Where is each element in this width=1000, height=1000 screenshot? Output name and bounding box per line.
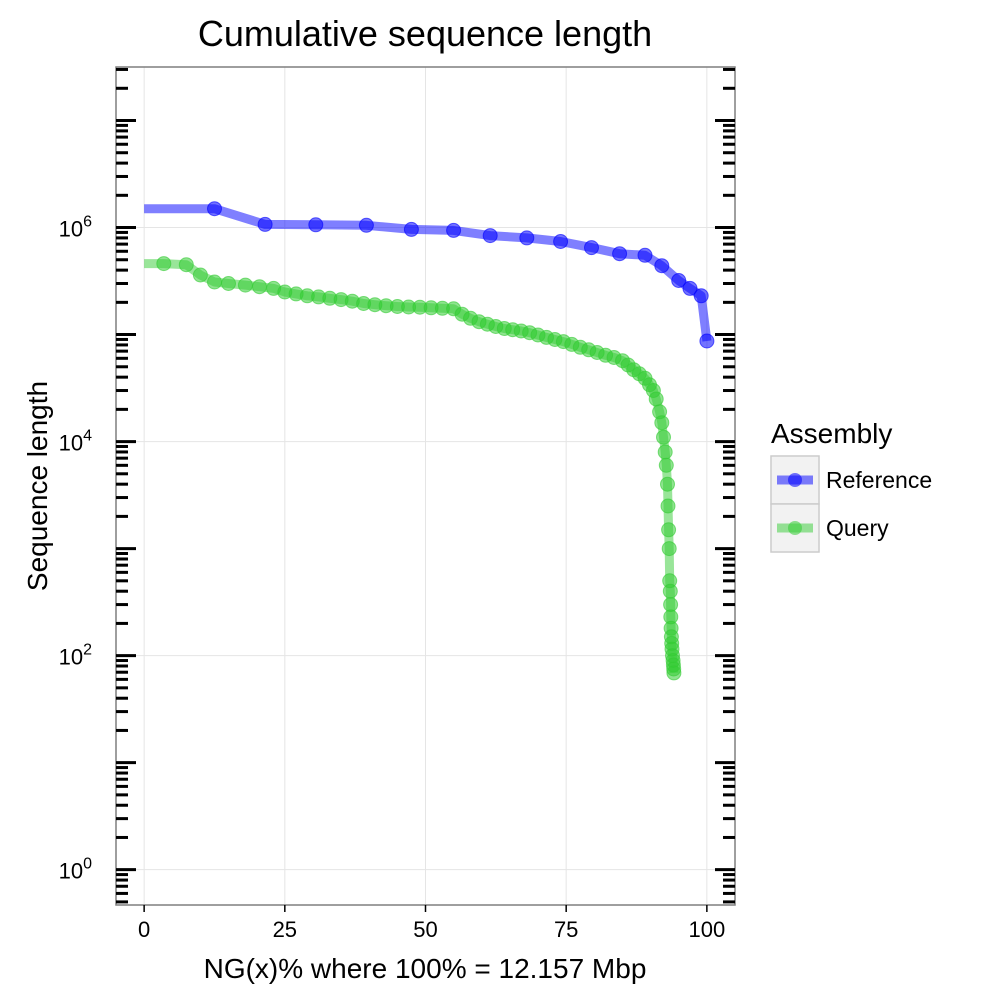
x-tick-label: 0 <box>138 917 150 942</box>
data-point-query <box>156 256 172 272</box>
legend-key-point <box>788 473 802 487</box>
data-point-reference <box>682 280 698 296</box>
data-point-reference <box>654 258 670 274</box>
data-point-reference <box>553 234 569 249</box>
data-point-query <box>658 457 674 473</box>
data-point-query <box>654 415 670 431</box>
data-point-query <box>237 277 253 293</box>
legend-label: Query <box>826 515 889 541</box>
x-tick-label: 75 <box>554 917 578 942</box>
legend-label: Reference <box>826 467 932 493</box>
data-point-reference <box>671 273 687 288</box>
x-axis-title: NG(x)% where 100% = 12.157 Mbp <box>204 953 647 984</box>
data-point-query <box>252 279 267 295</box>
y-axis-title: Sequence length <box>22 381 53 591</box>
data-point-reference <box>403 221 419 237</box>
data-point-query <box>221 276 236 291</box>
data-point-reference <box>519 230 535 246</box>
data-point-reference <box>207 201 222 217</box>
data-point-query <box>657 444 673 460</box>
data-point-reference <box>482 228 498 244</box>
data-point-reference <box>637 247 653 263</box>
y-tick-label: 106 <box>59 214 92 242</box>
legend: Assembly Reference Query <box>770 418 932 553</box>
y-tick-label: 104 <box>59 428 92 456</box>
data-point-reference <box>612 246 628 262</box>
legend-key-point <box>788 521 802 535</box>
x-tick-label: 100 <box>689 917 726 942</box>
data-point-query <box>192 267 208 283</box>
data-point-query <box>660 498 676 514</box>
series-layer <box>144 201 715 681</box>
data-point-query <box>662 583 678 599</box>
axes: 0 25 50 75 100 100 102 104 106 <box>59 67 735 942</box>
data-point-query <box>666 665 682 681</box>
data-point-query <box>648 391 664 407</box>
series-line-query <box>144 259 679 674</box>
data-point-reference <box>358 217 374 233</box>
data-point-reference <box>699 333 715 349</box>
data-point-reference <box>693 288 709 304</box>
chart-title: Cumulative sequence length <box>198 13 652 54</box>
data-point-reference <box>257 216 273 232</box>
y-tick-label: 102 <box>59 642 92 670</box>
data-point-query <box>656 429 671 445</box>
data-point-query <box>178 257 194 273</box>
data-point-query <box>661 541 677 557</box>
grid <box>116 67 735 905</box>
data-point-reference <box>446 222 462 238</box>
data-point-reference <box>308 217 324 233</box>
legend-title: Assembly <box>771 418 892 449</box>
x-tick-label: 50 <box>413 917 437 942</box>
data-point-query <box>207 274 222 290</box>
data-point-reference <box>584 240 599 256</box>
y-tick-label: 100 <box>59 856 92 884</box>
data-point-query <box>660 476 675 492</box>
data-point-query <box>661 522 677 538</box>
x-tick-label: 25 <box>273 917 297 942</box>
